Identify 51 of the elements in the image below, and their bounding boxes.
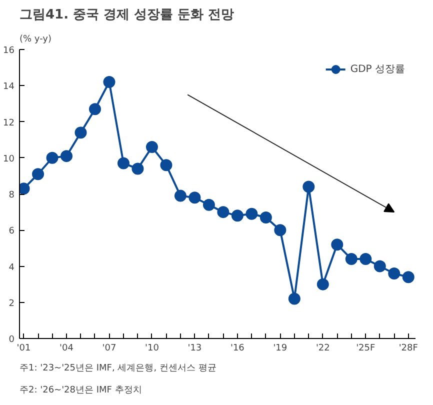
point xyxy=(74,126,87,139)
y-axis-title: (% y-y) xyxy=(20,34,52,44)
y-tick-label: 4 xyxy=(8,262,15,273)
text: 주1: '23~'25년은 IMF, 세계은행, 컨센서스 평균 xyxy=(20,364,216,374)
point xyxy=(117,157,130,170)
point xyxy=(32,168,44,180)
x-tick-label: '16 xyxy=(230,344,245,354)
point xyxy=(274,224,286,236)
point xyxy=(331,238,344,251)
point xyxy=(360,253,372,266)
point xyxy=(288,292,300,305)
point xyxy=(231,210,244,222)
x-tick-label: '19 xyxy=(273,344,288,354)
y-tick-label: 16 xyxy=(3,46,15,56)
point xyxy=(246,208,258,220)
text: 주2: '26~'28년은 IMF 추정치 xyxy=(20,386,142,396)
point xyxy=(202,198,215,211)
y-tick-label: 0 xyxy=(8,335,15,345)
legend-label: GDP 성장률 xyxy=(350,63,405,76)
x-tick-label: '04 xyxy=(60,344,74,354)
x-tick-label: '10 xyxy=(145,344,160,354)
point xyxy=(46,152,58,164)
point xyxy=(160,159,172,172)
point xyxy=(60,150,73,162)
point xyxy=(217,206,230,218)
x-tick-label: '07 xyxy=(102,344,116,354)
x-tick-label: '25F xyxy=(356,344,376,354)
y-tick-label: 8 xyxy=(8,190,15,200)
y-tick-label: 14 xyxy=(3,82,15,92)
point xyxy=(260,211,272,224)
y-tick-label: 6 xyxy=(8,226,15,237)
point xyxy=(402,271,414,284)
chart-title: 그림41. 중국 경제 성장률 둔화 전망 xyxy=(20,8,234,22)
point xyxy=(302,180,315,193)
point xyxy=(316,278,329,290)
x-tick-label: '22 xyxy=(316,344,330,354)
y-tick-label: 10 xyxy=(3,154,15,164)
point xyxy=(88,103,101,116)
x-tick-label: '28F xyxy=(398,344,418,354)
point xyxy=(146,141,158,154)
x-tick-label: '13 xyxy=(188,344,202,354)
x-tick-label: '01 xyxy=(16,344,31,354)
point xyxy=(188,192,201,204)
y-tick-label: 12 xyxy=(3,118,14,128)
point xyxy=(103,76,116,88)
point xyxy=(345,253,358,266)
point xyxy=(388,267,400,280)
point xyxy=(174,190,186,202)
point xyxy=(374,260,386,272)
y-tick-label: 2 xyxy=(8,298,15,309)
point xyxy=(132,162,144,175)
